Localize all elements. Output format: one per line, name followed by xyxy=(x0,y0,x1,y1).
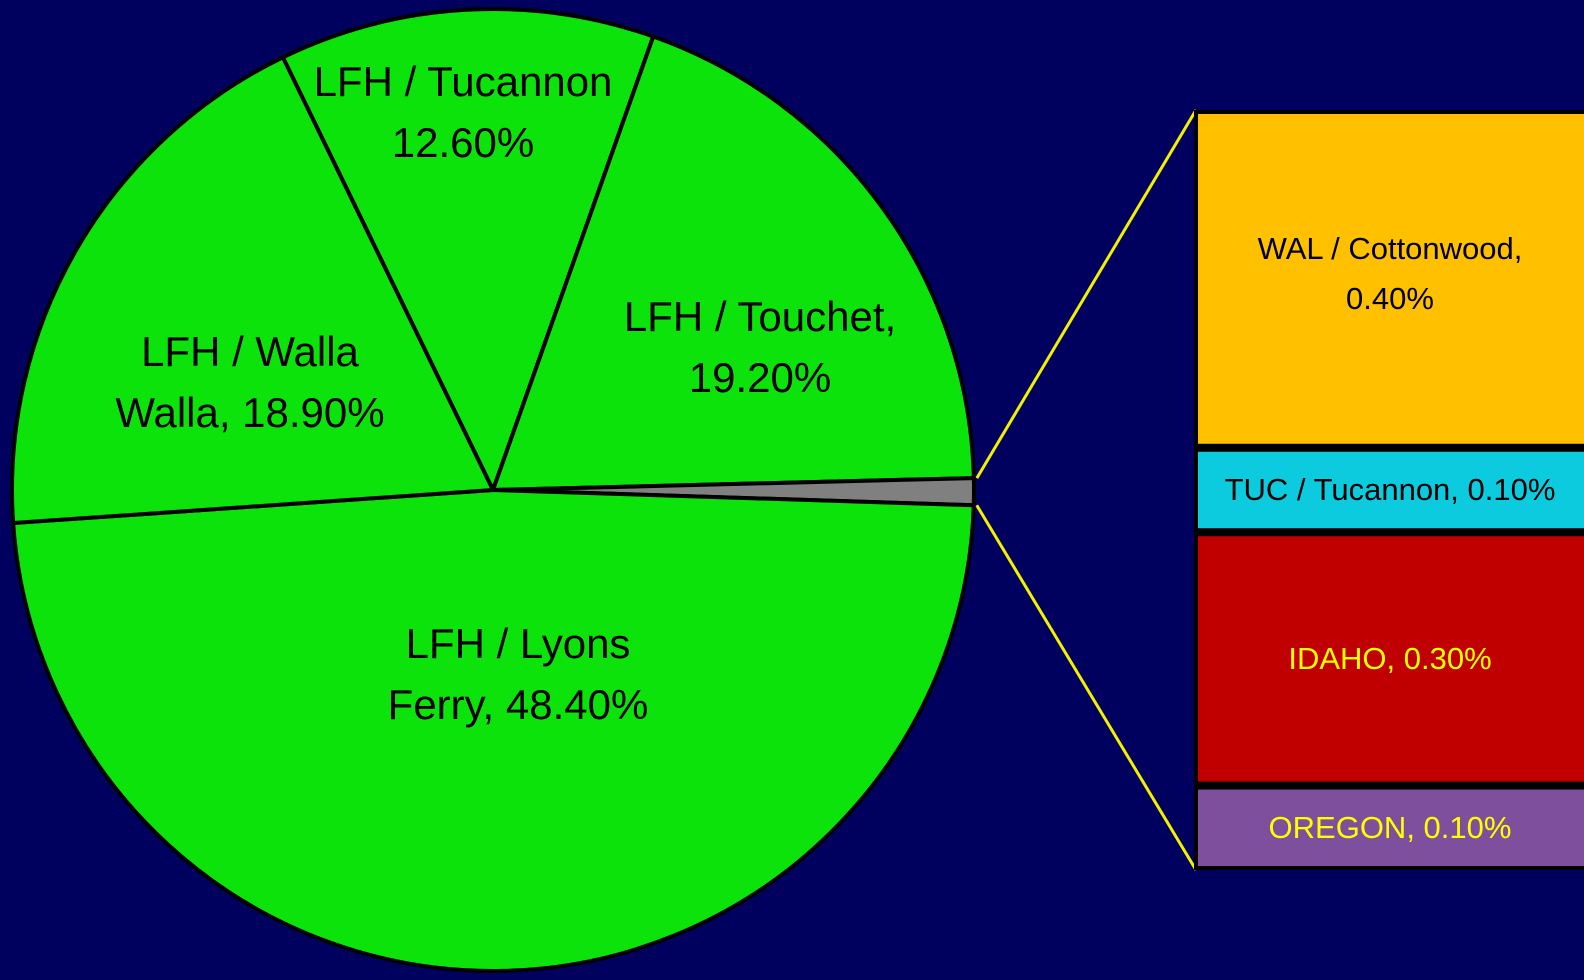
data-label: WAL / Cottonwood, 0.40% xyxy=(1257,231,1523,316)
data-label: TUC / Tucannon, 0.10% xyxy=(1224,472,1556,508)
data-label-text: LFH / Tucannon 12.60% xyxy=(313,58,613,166)
pie-slice xyxy=(491,34,976,492)
pie-slice xyxy=(10,55,495,526)
data-label: LFH / Walla Walla, 18.90% xyxy=(115,328,385,436)
bar-segment xyxy=(1194,447,1584,533)
connector-line xyxy=(975,504,1198,871)
connector-line xyxy=(975,109,1198,479)
data-label: IDAHO, 0.30% xyxy=(1288,641,1492,677)
data-label: LFH / Lyons Ferry, 48.40% xyxy=(387,620,649,728)
bar-segment xyxy=(1194,532,1584,786)
bar-segment xyxy=(1194,110,1584,448)
data-label-text: LFH / Lyons Ferry, 48.40% xyxy=(387,620,649,728)
data-label-text: IDAHO, 0.30% xyxy=(1288,641,1492,677)
data-label-text: OREGON, 0.10% xyxy=(1268,809,1512,845)
data-label: LFH / Tucannon 12.60% xyxy=(313,58,613,166)
data-label: OREGON, 0.10% xyxy=(1268,809,1512,845)
pie-slice xyxy=(280,7,656,492)
data-label-text: WAL / Cottonwood, 0.40% xyxy=(1257,231,1523,316)
data-label-text: LFH / Walla Walla, 18.90% xyxy=(115,328,385,436)
data-label: LFH / Touchet, 19.20% xyxy=(623,293,897,401)
data-label-text: TUC / Tucannon, 0.10% xyxy=(1224,472,1556,508)
pie-slice xyxy=(11,488,976,973)
data-label-text: LFH / Touchet, 19.20% xyxy=(623,293,897,401)
bar-segment xyxy=(1194,785,1584,870)
